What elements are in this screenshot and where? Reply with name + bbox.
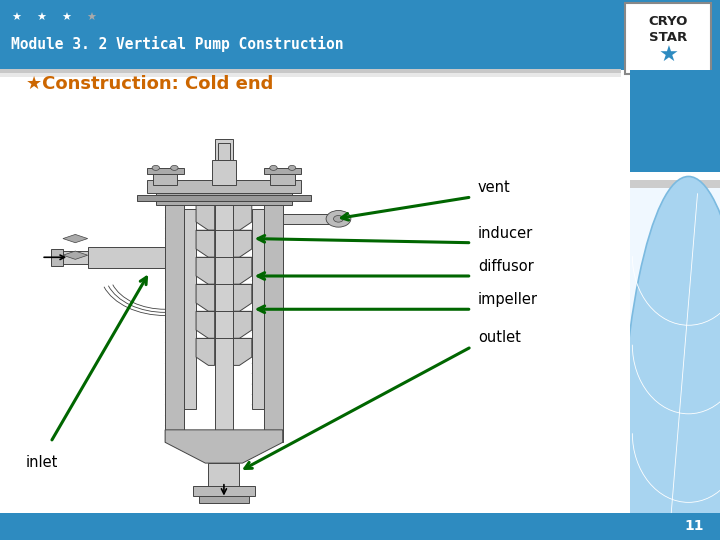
Text: Module 3. 2 Vertical Pump Construction: Module 3. 2 Vertical Pump Construction	[11, 36, 343, 51]
Bar	[184, 210, 196, 409]
Bar	[212, 160, 236, 185]
Bar	[165, 430, 283, 442]
Circle shape	[288, 165, 296, 171]
Bar	[0, 73, 621, 77]
Circle shape	[171, 165, 178, 171]
Bar	[147, 168, 184, 174]
Bar	[215, 139, 233, 450]
Text: STAR: STAR	[649, 31, 688, 44]
Polygon shape	[233, 203, 252, 230]
Text: ★: ★	[61, 12, 71, 23]
Text: inducer: inducer	[478, 226, 533, 241]
Bar	[50, 249, 63, 266]
Bar	[0, 69, 621, 73]
Polygon shape	[165, 430, 283, 463]
Text: inlet: inlet	[26, 455, 58, 470]
Bar	[88, 247, 165, 268]
Bar	[630, 187, 720, 513]
Text: ★: ★	[36, 12, 46, 23]
Text: impeller: impeller	[478, 292, 538, 307]
Polygon shape	[233, 257, 252, 284]
Bar	[156, 185, 292, 205]
Text: ★Construction: Cold end: ★Construction: Cold end	[26, 75, 273, 93]
Bar	[147, 180, 301, 193]
Bar	[138, 195, 310, 201]
Text: 11: 11	[685, 519, 704, 534]
Polygon shape	[196, 230, 215, 257]
Bar	[264, 168, 301, 174]
Text: diffusor: diffusor	[478, 259, 534, 274]
Circle shape	[333, 215, 343, 222]
Text: vent: vent	[478, 180, 510, 195]
Bar	[630, 70, 720, 172]
Circle shape	[270, 165, 277, 171]
Bar	[270, 174, 295, 185]
Bar	[165, 201, 184, 430]
Bar	[264, 201, 283, 430]
Polygon shape	[63, 251, 88, 259]
Bar	[209, 463, 239, 488]
Polygon shape	[196, 257, 215, 284]
Circle shape	[152, 165, 160, 171]
Polygon shape	[233, 339, 252, 366]
Bar	[630, 180, 720, 187]
Bar	[217, 143, 230, 160]
Text: ★: ★	[658, 46, 678, 66]
Polygon shape	[233, 284, 252, 312]
Circle shape	[326, 211, 351, 227]
Bar	[153, 174, 177, 185]
Bar	[63, 251, 88, 264]
Bar	[199, 496, 248, 503]
Polygon shape	[196, 312, 215, 339]
Bar	[193, 486, 255, 496]
Bar	[630, 173, 720, 180]
Polygon shape	[196, 339, 215, 366]
Text: CRYO: CRYO	[649, 15, 688, 28]
Text: outlet: outlet	[478, 329, 521, 345]
Polygon shape	[233, 312, 252, 339]
Polygon shape	[233, 230, 252, 257]
Polygon shape	[196, 284, 215, 312]
Text: ★: ★	[11, 12, 21, 23]
Polygon shape	[63, 234, 88, 242]
Bar	[252, 210, 264, 409]
Bar	[283, 214, 332, 224]
Text: ★: ★	[86, 12, 96, 23]
Circle shape	[618, 177, 720, 540]
Polygon shape	[196, 203, 215, 230]
